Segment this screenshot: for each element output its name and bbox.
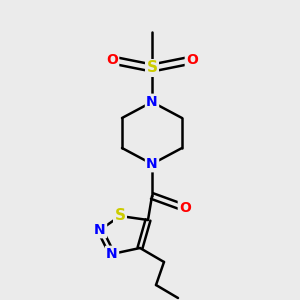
Text: O: O <box>186 53 198 67</box>
Text: N: N <box>146 157 158 171</box>
Text: N: N <box>146 95 158 109</box>
Text: N: N <box>94 223 106 237</box>
Text: S: S <box>146 61 158 76</box>
Text: O: O <box>179 201 191 215</box>
Text: O: O <box>106 53 118 67</box>
Text: N: N <box>106 247 118 261</box>
Text: S: S <box>115 208 125 224</box>
